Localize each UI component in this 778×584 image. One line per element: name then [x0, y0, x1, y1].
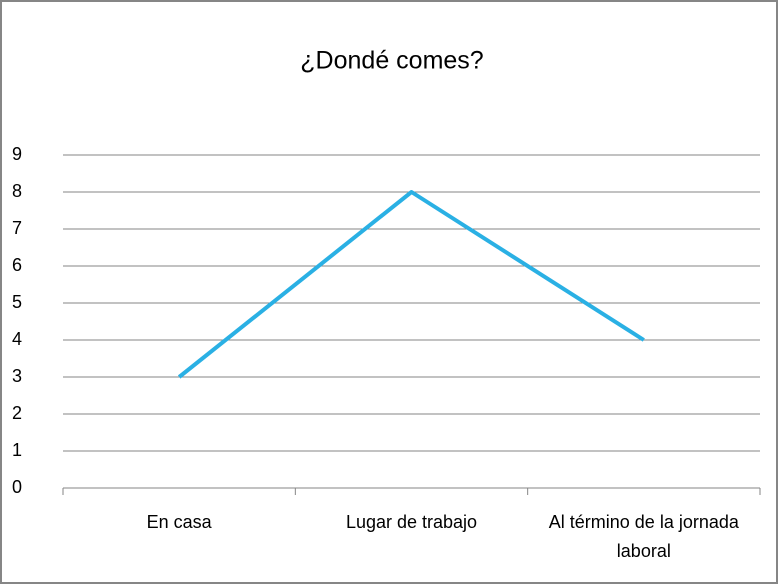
y-tick-label: 5 — [12, 292, 22, 312]
y-tick-label: 6 — [12, 255, 22, 275]
y-tick-label: 1 — [12, 440, 22, 460]
x-tick-label: En casa — [146, 512, 212, 532]
line — [177, 190, 645, 379]
x-tick-label: Lugar de trabajo — [345, 512, 478, 532]
y-tick-label: 7 — [12, 218, 22, 238]
chart-title: ¿Dondé comes? — [300, 47, 483, 75]
y-tick-label: 3 — [12, 366, 22, 386]
y-tick-label: 8 — [12, 181, 22, 201]
y-tick-label: 9 — [12, 144, 22, 164]
x-tick-label: Al término de la jornada laboral — [548, 512, 739, 561]
y-tick-label: 4 — [12, 329, 22, 349]
y-tick-label: 2 — [12, 403, 22, 423]
y-tick-label: 0 — [12, 477, 22, 497]
